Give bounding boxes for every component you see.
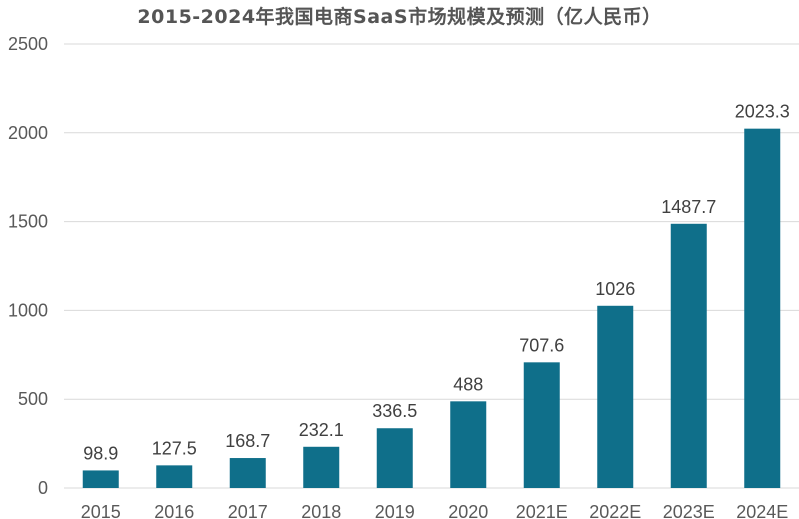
x-tick-label: 2015 <box>81 502 121 519</box>
bar-2022E <box>597 305 634 488</box>
x-tick-label: 2016 <box>154 502 194 519</box>
x-tick-label: 2023E <box>663 502 715 519</box>
data-label: 127.5 <box>152 438 197 458</box>
data-label: 336.5 <box>372 401 417 421</box>
data-label: 232.1 <box>299 420 344 440</box>
bar-2016 <box>156 465 193 488</box>
data-label: 168.7 <box>225 431 270 451</box>
x-tick-label: 2024E <box>736 502 788 519</box>
bar-2024E <box>744 128 781 488</box>
bar-2020 <box>450 401 487 488</box>
data-label: 2023.3 <box>735 102 790 122</box>
data-label: 488 <box>453 374 483 394</box>
x-tick-label: 2019 <box>375 502 415 519</box>
bar-2019 <box>376 428 413 488</box>
data-label: 98.9 <box>83 443 118 463</box>
y-tick-label: 1500 <box>8 212 48 232</box>
x-tick-label: 2018 <box>301 502 341 519</box>
data-label: 1026 <box>595 279 635 299</box>
chart-title: 2015-2024年我国电商SaaS市场规模及预测（亿人民币） <box>137 6 662 28</box>
data-label: 1487.7 <box>661 197 716 217</box>
x-tick-label: 2020 <box>448 502 488 519</box>
data-label: 707.6 <box>519 335 564 355</box>
y-tick-label: 0 <box>38 478 48 498</box>
y-tick-label: 1000 <box>8 300 48 320</box>
y-tick-label: 500 <box>18 389 48 409</box>
bar-2023E <box>670 223 707 488</box>
bar-2018 <box>303 446 340 488</box>
data-labels: 98.9 127.5 168.7 232.1 336.5 488 707.6 1026 1487… <box>83 102 790 464</box>
bar-2015 <box>82 470 119 488</box>
x-tick-label: 2017 <box>228 502 268 519</box>
x-tick-label: 2022E <box>589 502 641 519</box>
bars <box>82 128 781 488</box>
y-tick-label: 2000 <box>8 123 48 143</box>
bar-2017 <box>229 458 266 488</box>
x-tick-label: 2021E <box>516 502 568 519</box>
x-axis-ticks: 2015 2016 2017 2018 2019 2020 2021E 2022E 2023E 2… <box>81 502 789 519</box>
y-axis-ticks: 0 500 1000 1500 2000 2500 <box>8 34 48 498</box>
y-tick-label: 2500 <box>8 34 48 54</box>
bar-2021E <box>523 362 560 488</box>
